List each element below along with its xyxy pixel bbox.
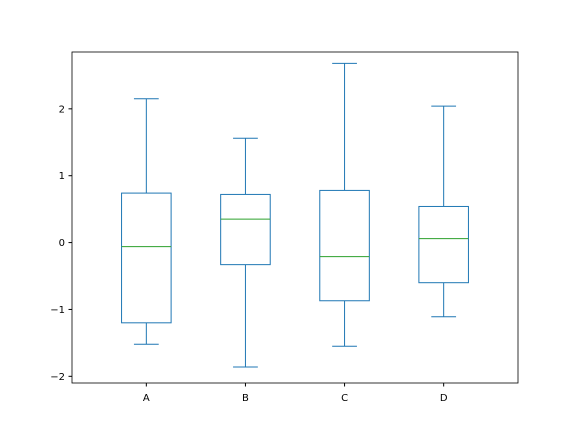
box-group-c [319,62,370,347]
box-body [220,193,271,266]
x-tick-label: B [242,393,249,404]
x-axis-ticks: A B C D [143,383,448,404]
x-tick-label: D [440,393,448,404]
plot-marks [121,62,469,368]
x-tick-label: A [143,393,150,404]
y-tick-label: 0 [59,238,65,249]
axes-frame [71,51,519,384]
box-group-d [418,105,469,318]
box-group-b [220,137,271,368]
box-body [121,192,172,324]
x-tick-label: C [341,393,348,404]
y-tick-label: −2 [50,372,65,383]
y-tick-label: 2 [59,104,65,115]
y-tick-label: −1 [50,305,65,316]
y-axis-ticks: −2 −1 0 1 2 [50,104,72,383]
box-group-a [121,98,172,345]
box-body [319,189,370,302]
y-tick-label: 1 [59,171,65,182]
box-body [418,205,469,284]
